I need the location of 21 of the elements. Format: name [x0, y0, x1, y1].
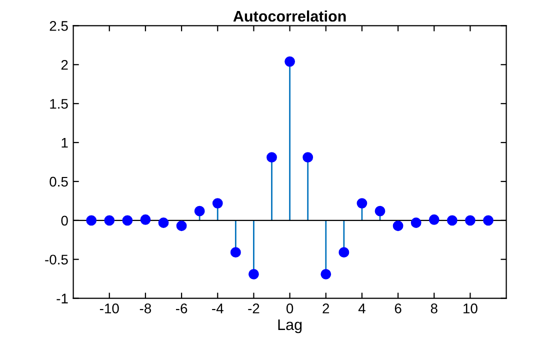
- x-tick-label: 2: [322, 304, 330, 314]
- y-tick-label: 1: [62, 138, 68, 148]
- y-tick-label: 2.5: [50, 21, 68, 31]
- x-tick-label: 10: [464, 304, 478, 314]
- chart-title: Autocorrelation: [233, 10, 346, 22]
- x-tick-label: -4: [212, 304, 224, 314]
- x-tick-label: 0: [286, 304, 294, 314]
- x-tick-label: -6: [176, 304, 188, 314]
- x-tick-label: 6: [394, 304, 402, 314]
- x-tick-label: -2: [248, 304, 260, 314]
- x-axis-title: Lag: [278, 319, 302, 334]
- y-tick-label: 2: [61, 60, 68, 70]
- y-tick-label: 0: [61, 216, 68, 226]
- y-tick-label: 1.5: [50, 99, 68, 109]
- y-tick-label: -0.5: [45, 254, 68, 265]
- y-tick-label: 0.5: [50, 176, 68, 187]
- x-tick-label: -10: [100, 304, 119, 314]
- x-tick-label: 4: [358, 304, 366, 314]
- x-tick-label: -8: [140, 304, 152, 314]
- y-tick-label: -1: [56, 294, 68, 304]
- x-tick-label: 8: [430, 304, 438, 314]
